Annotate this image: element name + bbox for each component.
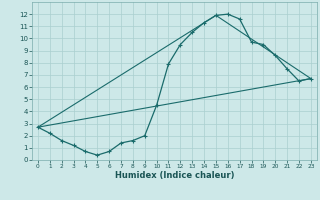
X-axis label: Humidex (Indice chaleur): Humidex (Indice chaleur): [115, 171, 234, 180]
